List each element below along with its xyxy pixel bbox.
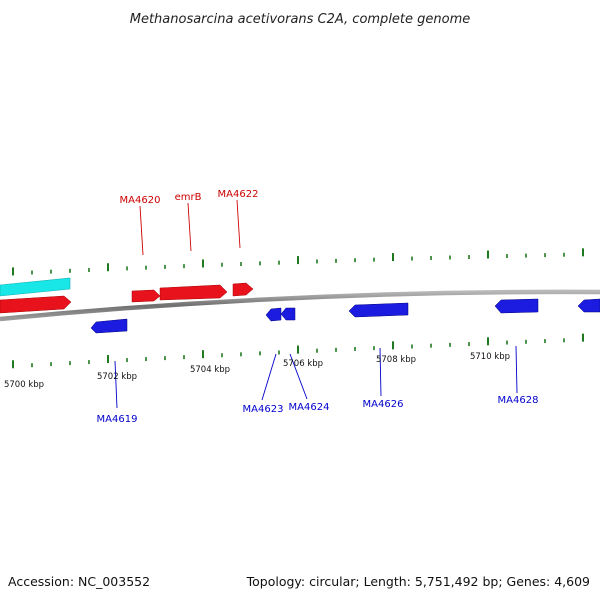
forward-gene-arrow[interactable]	[159, 284, 228, 301]
genome-summary-text: Topology: circular; Length: 5,751,492 bp…	[246, 574, 590, 589]
reverse-gene-arrow[interactable]	[577, 298, 600, 313]
lower-tick-track	[12, 333, 584, 369]
gene-label-ma4626[interactable]: MA4626	[363, 399, 404, 410]
gene-label-ma4624[interactable]: MA4624	[289, 402, 330, 413]
cyan-feature-band	[0, 277, 71, 297]
leader-line	[515, 345, 518, 394]
leader-line	[236, 199, 241, 249]
reverse-gene-labels: MA4619 MA4623 MA4624 MA4626 MA4628	[97, 395, 539, 425]
scale-labels: 5700 kbp 5702 kbp 5704 kbp 5706 kbp 5708…	[4, 352, 510, 390]
scale-label: 5704 kbp	[190, 365, 230, 375]
leader-line	[187, 202, 192, 252]
forward-gene-labels: MA4620 emrB MA4622	[120, 189, 259, 206]
upper-tick-track	[12, 248, 584, 276]
reverse-gene-arrow[interactable]	[494, 298, 539, 314]
gene-label-ma4623[interactable]: MA4623	[243, 404, 284, 415]
scale-label: 5710 kbp	[470, 352, 510, 362]
reverse-gene-arrow[interactable]	[348, 302, 409, 318]
map-title: Methanosarcina acetivorans C2A, complete…	[130, 12, 471, 27]
gene-label-ma4620[interactable]: MA4620	[120, 195, 161, 206]
accession-text: Accession: NC_003552	[8, 574, 150, 589]
reverse-gene-arrow[interactable]	[90, 318, 128, 334]
forward-gene-arrow[interactable]	[232, 282, 254, 297]
scale-label: 5700 kbp	[4, 380, 44, 390]
gene-label-ma4622[interactable]: MA4622	[218, 189, 259, 200]
scale-label: 5702 kbp	[97, 372, 137, 382]
reverse-gene-arrow[interactable]	[280, 307, 296, 321]
leader-line	[289, 353, 308, 400]
leader-line	[379, 347, 382, 397]
gene-label-emrb[interactable]: emrB	[175, 192, 202, 203]
gene-label-ma4619[interactable]: MA4619	[97, 414, 138, 425]
leader-line	[139, 205, 144, 256]
scale-label: 5708 kbp	[376, 355, 416, 365]
scale-label: 5706 kbp	[283, 359, 323, 369]
reverse-leader-lines	[114, 345, 518, 409]
reverse-genes	[90, 298, 600, 334]
leader-line	[261, 353, 277, 401]
forward-leader-lines	[139, 199, 241, 256]
forward-gene-arrow[interactable]	[0, 295, 72, 314]
genome-backbone	[0, 289, 600, 322]
gene-label-ma4628[interactable]: MA4628	[498, 395, 539, 406]
leader-line	[114, 360, 118, 409]
forward-genes	[0, 282, 254, 314]
forward-gene-arrow[interactable]	[131, 289, 161, 303]
reverse-gene-arrow[interactable]	[265, 307, 282, 322]
